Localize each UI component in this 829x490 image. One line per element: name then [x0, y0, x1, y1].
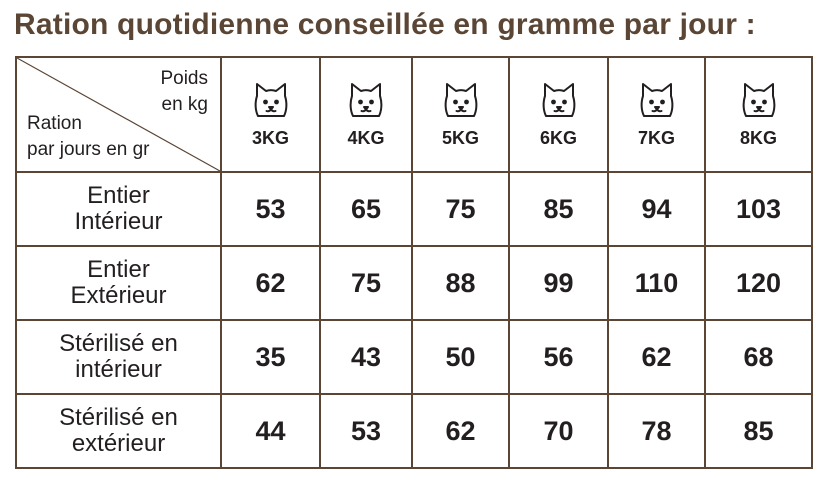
- ration-value: 53: [319, 393, 413, 469]
- cat-face-icon: [640, 83, 673, 117]
- ration-value: 75: [319, 245, 413, 321]
- ration-value: 43: [319, 319, 413, 395]
- ration-value: 99: [508, 245, 609, 321]
- cat-face-icon: [742, 83, 775, 117]
- ration-value: 53: [220, 171, 321, 247]
- ration-value: 62: [220, 245, 321, 321]
- ration-value: 65: [319, 171, 413, 247]
- weight-axis-label: Poids en kg: [160, 68, 208, 115]
- ration-value: 70: [508, 393, 609, 469]
- ration-value: 68: [704, 319, 813, 395]
- row-label: Stérilisé en extérieur: [15, 393, 222, 469]
- ration-value: 62: [411, 393, 510, 469]
- row-label: Stérilisé en intérieur: [15, 319, 222, 395]
- table-row: Stérilisé en extérieur 44 53 62 70 78 85: [15, 393, 813, 469]
- table-row: Entier Intérieur 53 65 75 85 94 103: [15, 171, 813, 247]
- row-label: Entier Extérieur: [15, 245, 222, 321]
- ration-value: 75: [411, 171, 510, 247]
- ration-value: 62: [607, 319, 706, 395]
- table-row: Entier Extérieur 62 75 88 99 110 120: [15, 245, 813, 321]
- ration-value: 35: [220, 319, 321, 395]
- ration-value: 88: [411, 245, 510, 321]
- ration-value: 94: [607, 171, 706, 247]
- ration-value: 44: [220, 393, 321, 469]
- corner-header-cell: Poids en kg Ration par jours en gr: [15, 56, 222, 173]
- table-row: Stérilisé en intérieur 35 43 50 56 62 68: [15, 319, 813, 395]
- cat-face-icon: [349, 83, 383, 117]
- ration-value: 103: [704, 171, 813, 247]
- ration-value: 56: [508, 319, 609, 395]
- page-title: Ration quotidienne conseillée en gramme …: [14, 8, 756, 41]
- ration-axis-label: Ration par jours en gr: [27, 113, 150, 160]
- cat-face-icon: [254, 83, 287, 117]
- weight-header-5kg: 5KG: [411, 56, 510, 173]
- weight-header-6kg: 6KG: [508, 56, 609, 173]
- ration-value: 50: [411, 319, 510, 395]
- ration-value: 78: [607, 393, 706, 469]
- row-label: Entier Intérieur: [15, 171, 222, 247]
- ration-table: Poids en kg Ration par jours en gr 3KG 4…: [15, 56, 813, 469]
- header-row: Poids en kg Ration par jours en gr 3KG 4…: [15, 56, 813, 173]
- diagonal-divider: [17, 58, 220, 171]
- ration-value: 110: [607, 245, 706, 321]
- ration-value: 85: [704, 393, 813, 469]
- cat-face-icon: [444, 83, 477, 117]
- ration-value: 85: [508, 171, 609, 247]
- weight-header-3kg: 3KG: [220, 56, 321, 173]
- cat-face-icon: [542, 83, 575, 117]
- weight-header-7kg: 7KG: [607, 56, 706, 173]
- weight-header-8kg: 8KG: [704, 56, 813, 173]
- weight-header-4kg: 4KG: [319, 56, 413, 173]
- ration-value: 120: [704, 245, 813, 321]
